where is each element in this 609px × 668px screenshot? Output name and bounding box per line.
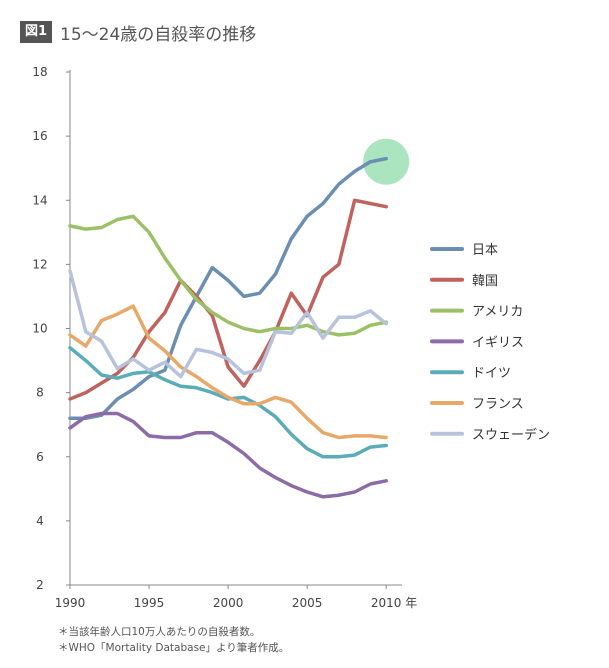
y-tick-label: 6 — [36, 450, 44, 464]
legend-label: ドイツ — [472, 366, 511, 381]
y-tick-label: 16 — [32, 129, 47, 143]
note-line-1: ＊当該年齢人口10万人あたりの自殺者数。 — [58, 626, 261, 638]
y-tick-label: 8 — [36, 386, 44, 400]
x-tick-label: 2000 — [213, 596, 244, 610]
series-line-2 — [68, 214, 388, 337]
x-unit-label: 年 — [405, 596, 417, 610]
series-line-0 — [68, 156, 388, 421]
legend-label: フランス — [472, 397, 524, 412]
series-line-5 — [68, 304, 388, 440]
note-line-2: ＊WHO「Mortality Database」より筆者作成。 — [58, 642, 290, 654]
legend-label: イギリス — [472, 335, 524, 350]
legend-label: 韓国 — [472, 274, 498, 289]
figure-title-row: 図1 15～24歳の自殺率の推移 — [20, 20, 257, 45]
figure-badge: 図1 — [20, 21, 53, 43]
x-tick-label: 2010 — [371, 596, 402, 610]
y-tick-label: 10 — [32, 322, 47, 336]
legend-label: 日本 — [472, 243, 498, 258]
series-line-6 — [68, 269, 388, 379]
legend-label: アメリカ — [472, 305, 523, 320]
highlight-circle — [363, 138, 410, 185]
series-line-3 — [68, 411, 388, 499]
chart-notes: ＊当該年齢人口10万人あたりの自殺者数。 ＊WHO「Mortality Data… — [58, 624, 289, 656]
x-tick-label: 1990 — [55, 596, 86, 610]
y-tick-label: 18 — [32, 65, 47, 79]
y-tick-label: 12 — [32, 257, 47, 271]
x-tick-label: 1995 — [134, 596, 165, 610]
x-tick-label: 2005 — [292, 596, 323, 610]
figure-title: 15～24歳の自殺率の推移 — [60, 24, 257, 45]
y-tick-label: 2 — [36, 578, 44, 592]
y-tick-label: 4 — [36, 514, 44, 528]
legend-label: スウェーデン — [472, 427, 550, 443]
y-tick-label: 14 — [32, 193, 47, 207]
series-line-1 — [68, 198, 388, 401]
